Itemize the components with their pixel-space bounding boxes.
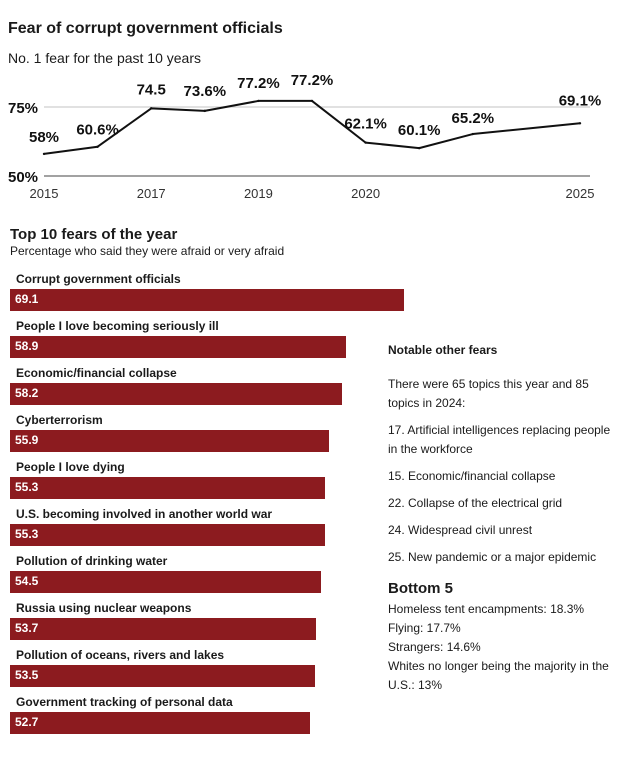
x-tick-label: 2015 — [30, 186, 59, 201]
bar-value-label: 69.1 — [15, 292, 39, 306]
notable-fear-item: 24. Widespread civil unrest — [388, 523, 533, 537]
bar-category-label: Cyberterrorism — [16, 413, 103, 427]
data-label: 77.2% — [291, 72, 334, 89]
bar-category-label: Economic/financial collapse — [16, 366, 177, 380]
bar: 69.1 — [10, 289, 404, 311]
y-tick-label: 50% — [8, 169, 38, 186]
bar-chart-subtitle: Percentage who said they were afraid or … — [10, 244, 285, 258]
data-label: 73.6% — [184, 83, 227, 100]
data-label: 74.5 — [137, 81, 166, 98]
x-tick-label: 2017 — [137, 186, 166, 201]
bar: 55.3 — [10, 477, 325, 499]
bar-value-label: 55.3 — [15, 527, 39, 541]
bar-category-label: Corrupt government officials — [16, 272, 181, 286]
bottom-5-item: Strangers: 14.6% — [388, 640, 481, 654]
data-label: 69.1% — [559, 92, 602, 109]
data-point — [418, 146, 421, 150]
data-label: 65.2% — [452, 110, 495, 127]
data-point — [471, 132, 474, 136]
bar: 55.3 — [10, 524, 325, 546]
bar: 54.5 — [10, 571, 321, 593]
notable-fear-item: 15. Economic/financial collapse — [388, 469, 556, 483]
data-point — [578, 122, 582, 125]
data-point — [310, 99, 314, 103]
notable-fear-item: 25. New pandemic or a major epidemic — [388, 550, 597, 564]
bar-value-label: 53.7 — [15, 621, 39, 635]
bar-category-label: People I love becoming seriously ill — [16, 319, 219, 333]
bar: 58.2 — [10, 383, 342, 405]
bar: 53.5 — [10, 665, 315, 687]
line-chart: 50% 75% 2015 2017 2019 2020 2025 58% 60.6% 74.5 73… — [8, 72, 602, 201]
bar-category-label: Pollution of oceans, rivers and lakes — [16, 648, 225, 662]
bar: 58.9 — [10, 336, 346, 358]
bar-value-label: 52.7 — [15, 715, 39, 729]
bar-category-label: U.S. becoming involved in another world … — [16, 507, 273, 521]
bar-category-label: People I love dying — [16, 460, 125, 474]
x-tick-label: 2019 — [244, 186, 273, 201]
notable-fear-item: 17. Artificial intelligences replacing p… — [388, 423, 611, 456]
line-chart-subtitle: No. 1 fear for the past 10 years — [8, 50, 201, 66]
bar-chart-title: Top 10 fears of the year — [10, 226, 178, 243]
line-chart-title: Fear of corrupt government officials — [8, 20, 283, 37]
bottom-5-item: Homeless tent encampments: 18.3% — [388, 602, 585, 616]
data-point — [150, 107, 153, 110]
notable-fears-intro: There were 65 topics this year and 85 to… — [388, 377, 589, 410]
bottom-5-heading: Bottom 5 — [388, 580, 453, 597]
bar-value-label: 55.9 — [15, 433, 39, 447]
x-tick-label: 2020 — [351, 186, 380, 201]
notable-fear-item: 22. Collapse of the electrical grid — [388, 496, 563, 510]
bar: 52.7 — [10, 712, 310, 734]
series-line — [43, 99, 581, 155]
bar-value-label: 58.2 — [15, 386, 39, 400]
y-tick-label: 75% — [8, 100, 38, 117]
data-label: 58% — [29, 129, 59, 146]
bar: 53.7 — [10, 618, 316, 640]
x-tick-label: 2025 — [566, 186, 595, 201]
bar-value-label: 55.3 — [15, 480, 39, 494]
bottom-5-item: Flying: 17.7% — [388, 621, 461, 635]
bar: 55.9 — [10, 430, 329, 452]
bar-category-label: Russia using nuclear weapons — [16, 601, 192, 615]
bar-value-label: 53.5 — [15, 668, 39, 682]
bar-category-label: Pollution of drinking water — [16, 554, 168, 568]
data-point — [42, 152, 46, 156]
notable-fears-heading: Notable other fears — [388, 343, 498, 357]
data-label: 60.1% — [398, 122, 441, 139]
data-point — [364, 141, 367, 144]
data-point — [203, 109, 206, 113]
bottom-5-item: Whites no longer being the majority in t… — [388, 659, 609, 692]
side-notes: Notable other fears There were 65 topics… — [388, 341, 614, 695]
bar-value-label: 58.9 — [15, 339, 39, 353]
bar-category-label: Government tracking of personal data — [16, 695, 233, 709]
data-label: 62.1% — [344, 116, 387, 133]
data-point — [96, 145, 99, 148]
data-label: 77.2% — [237, 75, 280, 92]
bar-value-label: 54.5 — [15, 574, 39, 588]
data-label: 60.6% — [76, 122, 119, 139]
data-point — [257, 99, 260, 103]
